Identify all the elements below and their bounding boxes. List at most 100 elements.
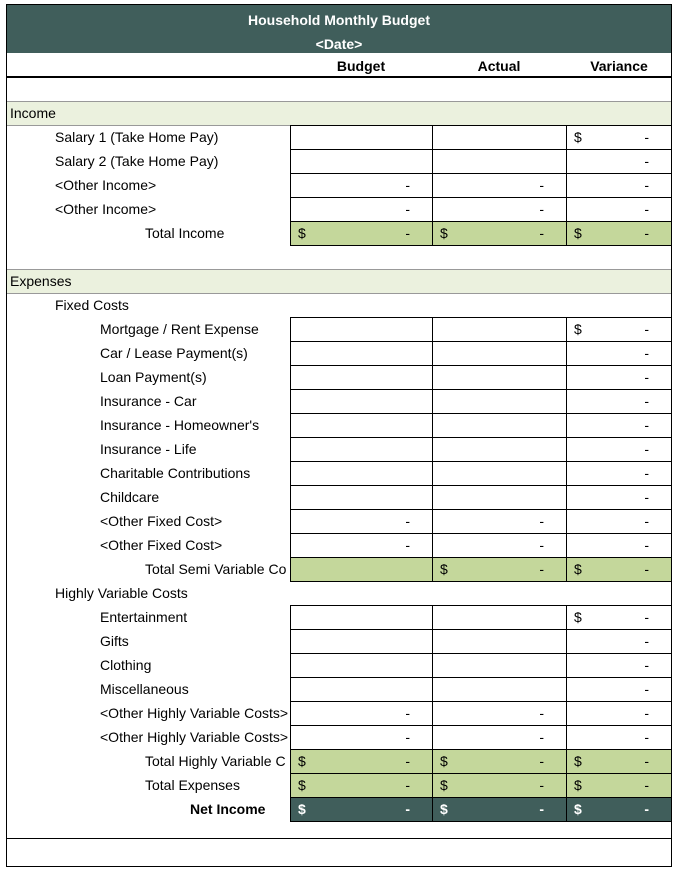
row-label: <Other Income> — [55, 177, 157, 193]
cell — [290, 413, 433, 438]
cell-value: - — [405, 537, 410, 553]
title-band — [7, 5, 671, 53]
row-label: Insurance - Homeowner's — [100, 417, 260, 433]
row-label: Total Semi Variable Co — [145, 561, 287, 577]
cell-value: - — [644, 705, 649, 721]
cell-value: - — [644, 513, 649, 529]
cell — [290, 461, 433, 486]
cell-value: - — [644, 201, 649, 217]
cell-value: - — [539, 177, 544, 193]
cell-value: - — [405, 225, 410, 241]
cell-value: - — [539, 561, 544, 577]
row-label: Gifts — [100, 633, 129, 649]
cell-value: - — [539, 201, 544, 217]
cell — [432, 653, 567, 678]
cell-value: - — [539, 801, 544, 817]
currency-sign: $ — [574, 609, 582, 625]
cell-value: - — [539, 537, 544, 553]
cell — [432, 485, 567, 510]
cell — [432, 605, 567, 630]
cell-value: - — [644, 537, 649, 553]
cell — [290, 653, 433, 678]
cell — [290, 773, 433, 798]
cell-value: - — [644, 801, 649, 817]
section-band — [7, 269, 671, 294]
cell-value: - — [539, 513, 544, 529]
currency-sign: $ — [574, 753, 582, 769]
cell-value: - — [644, 633, 649, 649]
cell-value: - — [405, 513, 410, 529]
row-label: Fixed Costs — [55, 297, 129, 313]
cell — [290, 437, 433, 462]
column-header: Actual — [477, 58, 521, 74]
cell — [290, 125, 433, 150]
cell — [290, 365, 433, 390]
cell-value: - — [644, 177, 649, 193]
cell-value: - — [644, 369, 649, 385]
cell-value: - — [644, 465, 649, 481]
currency-sign: $ — [298, 225, 306, 241]
row-label: Charitable Contributions — [100, 465, 251, 481]
currency-sign: $ — [440, 561, 448, 577]
cell-value: - — [644, 489, 649, 505]
currency-sign: $ — [440, 801, 448, 817]
section-band — [7, 101, 671, 126]
cell-value: - — [644, 561, 649, 577]
currency-sign: $ — [298, 801, 306, 817]
cell — [432, 677, 567, 702]
cell-value: - — [644, 153, 649, 169]
cell — [290, 485, 433, 510]
currency-sign: $ — [574, 321, 582, 337]
row-label: Income — [10, 105, 56, 121]
cell — [290, 677, 433, 702]
row-label: <Other Fixed Cost> — [100, 513, 223, 529]
cell-value: - — [644, 657, 649, 673]
cell — [432, 461, 567, 486]
row-label: <Other Fixed Cost> — [100, 537, 223, 553]
currency-sign: $ — [440, 225, 448, 241]
row-label: Total Highly Variable C — [145, 753, 286, 769]
cell — [290, 317, 433, 342]
cell — [290, 629, 433, 654]
currency-sign: $ — [574, 801, 582, 817]
cell — [432, 317, 567, 342]
cell — [432, 149, 567, 174]
cell — [290, 557, 433, 582]
cell — [290, 341, 433, 366]
cell-value: - — [405, 801, 410, 817]
row-label: Insurance - Car — [100, 393, 197, 409]
row-label: Clothing — [100, 657, 152, 673]
cell — [290, 749, 433, 774]
row-label: Net Income — [190, 801, 266, 817]
cell-value: - — [644, 345, 649, 361]
cell — [432, 413, 567, 438]
date: <Date> — [315, 36, 363, 52]
cell-value: - — [405, 753, 410, 769]
cell — [432, 437, 567, 462]
bottom-rule — [7, 838, 671, 839]
row-label: Salary 2 (Take Home Pay) — [55, 153, 219, 169]
cell — [290, 221, 433, 246]
cell — [432, 749, 567, 774]
cell — [566, 749, 672, 774]
cell — [290, 149, 433, 174]
cell-value: - — [644, 681, 649, 697]
row-label: Salary 1 (Take Home Pay) — [55, 129, 219, 145]
currency-sign: $ — [298, 753, 306, 769]
row-label: <Other Income> — [55, 201, 157, 217]
cell-value: - — [644, 441, 649, 457]
cell-value: - — [405, 177, 410, 193]
currency-sign: $ — [440, 753, 448, 769]
cell-value: - — [405, 201, 410, 217]
row-label: Mortgage / Rent Expense — [100, 321, 259, 337]
cell-value: - — [539, 777, 544, 793]
row-label: <Other Highly Variable Costs> — [100, 705, 289, 721]
cell-value: - — [644, 129, 649, 145]
cell-value: - — [644, 225, 649, 241]
cell-value: - — [539, 729, 544, 745]
cell — [432, 797, 567, 822]
cell-value: - — [539, 225, 544, 241]
row-label: Miscellaneous — [100, 681, 189, 697]
cell-value: - — [539, 705, 544, 721]
row-label: Entertainment — [100, 609, 188, 625]
